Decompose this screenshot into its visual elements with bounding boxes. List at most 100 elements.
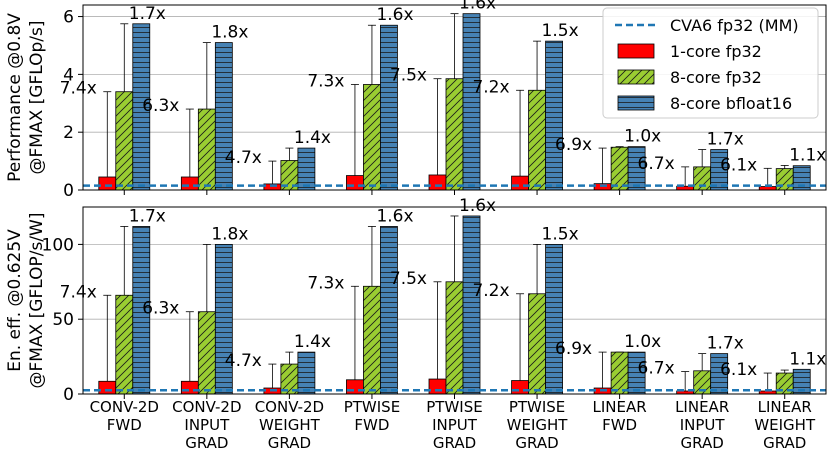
bar-8core — [115, 91, 134, 191]
ratio-label-fp32-to-bf16: 1.0x — [624, 127, 661, 147]
x-tick-label: PTWISE WEIGHT GRAD — [507, 398, 569, 452]
bar-bf16 — [297, 147, 316, 191]
ratio-label-fp32-to-bf16: 1.1x — [789, 349, 826, 369]
ratio-label-1core-to-8core: 6.7x — [638, 154, 675, 174]
ratio-label-1core-to-8core: 7.3x — [307, 71, 344, 91]
bar-1core — [758, 186, 777, 191]
ratio-label-fp32-to-bf16: 1.5x — [542, 21, 579, 41]
x-tick-label: CONV-2D FWD — [90, 398, 159, 434]
y-axis-label-line: @FMAX [GFLOP/s/W] — [27, 213, 47, 389]
ratio-label-1core-to-8core: 6.9x — [555, 135, 592, 155]
x-tick-label-line: WEIGHT — [259, 416, 321, 434]
y-tick-label: 2 — [63, 123, 74, 143]
x-tick-label: LINEAR INPUT GRAD — [675, 398, 729, 452]
legend-swatch-8core — [617, 69, 655, 85]
x-tick-label-line: INPUT — [680, 416, 726, 434]
legend-swatch-bf16 — [617, 95, 655, 111]
x-tick-label: PTWISE FWD — [344, 398, 400, 434]
y-tick-label: 50 — [52, 310, 74, 330]
bar-8core — [445, 281, 464, 395]
ratio-label-1core-to-8core: 4.7x — [225, 351, 262, 371]
x-tick-label: CONV-2D WEIGHT GRAD — [255, 398, 324, 452]
ratio-label-1core-to-8core: 6.1x — [720, 155, 757, 175]
ratio-label-1core-to-8core: 6.9x — [555, 339, 592, 359]
ratio-label-fp32-to-bf16: 1.1x — [789, 146, 826, 166]
y-axis-label-line: En. eff. @0.625V — [5, 229, 25, 372]
ratio-label-1core-to-8core: 7.5x — [390, 269, 427, 289]
ratio-label-fp32-to-bf16: 1.0x — [624, 332, 661, 352]
bar-bf16 — [545, 243, 563, 395]
x-tick-label-line: CONV-2D — [90, 398, 159, 416]
y-axis-label-line: Performance @0.8V — [5, 13, 25, 182]
bar-8core — [445, 78, 464, 191]
y-tick-label: 6 — [63, 8, 74, 28]
x-tick-label-line: INPUT — [432, 416, 478, 434]
x-tick-label-line: GRAD — [681, 434, 724, 452]
bar-8core — [197, 108, 216, 191]
x-tick-label-line: FWD — [602, 416, 637, 434]
y-tick-label: 0 — [63, 181, 74, 201]
x-tick-label-line: PTWISE — [344, 398, 400, 416]
bar-8core — [363, 84, 381, 191]
bar-1core — [180, 176, 199, 191]
ratio-label-1core-to-8core: 6.3x — [142, 299, 179, 319]
ratio-label-1core-to-8core: 7.2x — [472, 77, 509, 97]
x-tick-label: LINEAR FWD — [593, 398, 647, 434]
bar-bf16 — [380, 226, 398, 395]
bar-1core — [428, 174, 447, 191]
x-tick-label-line: LINEAR — [675, 398, 729, 416]
ratio-label-1core-to-8core: 7.5x — [390, 66, 427, 86]
ratio-label-fp32-to-bf16: 1.7x — [129, 206, 166, 226]
x-tick-label-line: GRAD — [185, 434, 228, 452]
ratio-label-fp32-to-bf16: 1.6x — [376, 5, 413, 25]
x-tick-label-line: PTWISE — [426, 398, 482, 416]
y-axis-label: En. eff. @0.625V @FMAX [GFLOP/s/W] — [5, 213, 47, 389]
bar-1core — [98, 380, 117, 395]
bar-8core — [528, 89, 546, 191]
x-tick-label: PTWISE INPUT GRAD — [426, 398, 482, 452]
ratio-label-1core-to-8core: 7.4x — [60, 282, 97, 302]
bar-8core — [363, 285, 381, 395]
bar-8core — [610, 351, 629, 395]
ratio-label-1core-to-8core: 6.1x — [720, 360, 757, 380]
ratio-label-fp32-to-bf16: 1.4x — [294, 332, 331, 352]
x-tick-label-line: INPUT — [184, 416, 230, 434]
bar-1core — [180, 380, 199, 395]
x-tick-label-line: CONV-2D — [172, 398, 241, 416]
ratio-label-fp32-to-bf16: 1.6x — [459, 196, 496, 216]
bar-1core — [346, 379, 364, 395]
y-axis-label-line: @FMAX [GFLOp/s] — [27, 21, 47, 175]
ratio-label-fp32-to-bf16: 1.8x — [211, 23, 248, 43]
bar-8core — [528, 293, 546, 395]
bar-1core — [346, 175, 364, 191]
legend-label-bf16: 8-core bfloat16 — [670, 94, 792, 113]
bar-bf16 — [297, 351, 316, 395]
legend-label-1core: 1-core fp32 — [670, 42, 762, 61]
ratio-label-1core-to-8core: 6.3x — [142, 96, 179, 116]
bar-1core — [511, 380, 529, 395]
legend-frame — [602, 7, 819, 119]
y-axis-label: Performance @0.8V @FMAX [GFLOp/s] — [5, 13, 47, 182]
x-tick-label-line: LINEAR — [758, 398, 812, 416]
legend-label-8core: 8-core fp32 — [670, 68, 762, 87]
ratio-label-1core-to-8core: 4.7x — [225, 148, 262, 168]
bar-8core — [115, 294, 134, 395]
ratio-label-fp32-to-bf16: 1.7x — [707, 130, 744, 150]
bar-bf16 — [462, 215, 481, 395]
x-tick-label-line: GRAD — [433, 434, 476, 452]
ratio-label-fp32-to-bf16: 1.6x — [459, 0, 496, 14]
bar-1core — [428, 378, 447, 395]
bar-1core — [511, 175, 529, 191]
ratio-label-fp32-to-bf16: 1.6x — [376, 206, 413, 226]
bar-8core — [197, 311, 216, 395]
ratio-label-1core-to-8core: 6.7x — [638, 359, 675, 379]
x-tick-label-line: FWD — [354, 416, 389, 434]
x-tick-label-line: PTWISE — [509, 398, 565, 416]
bar-bf16 — [545, 40, 563, 191]
x-tick-label-line: GRAD — [763, 434, 806, 452]
x-tick-label-line: LINEAR — [593, 398, 647, 416]
x-tick-label-line: FWD — [107, 416, 142, 434]
x-tick-label: LINEAR WEIGHT GRAD — [754, 398, 816, 452]
